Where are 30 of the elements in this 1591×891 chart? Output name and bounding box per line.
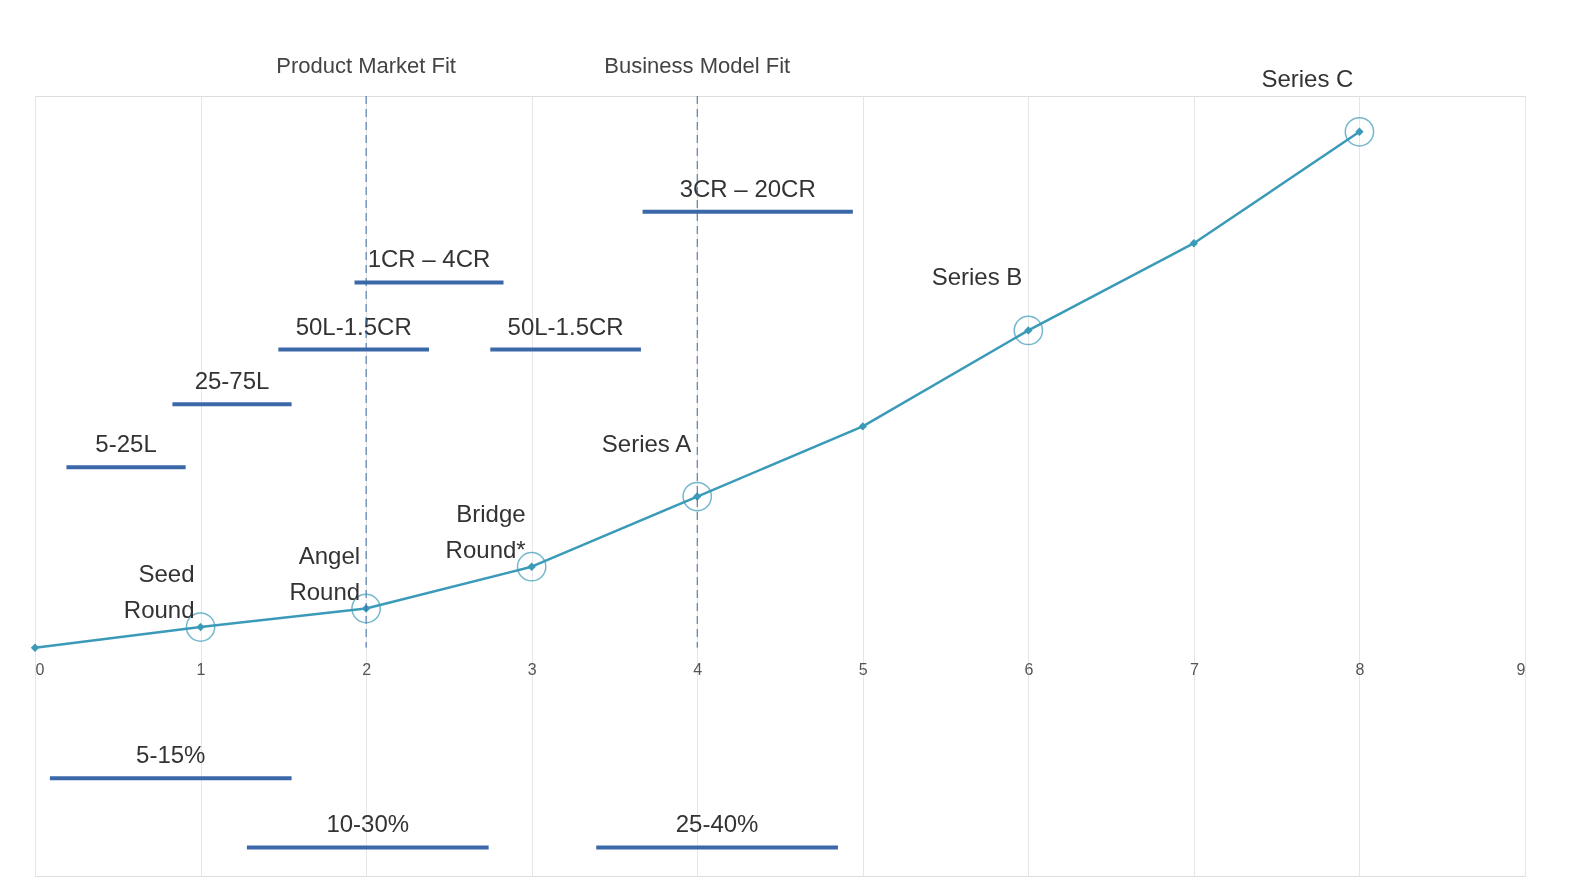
x-tick-label: 3: [527, 661, 537, 679]
series-label: 5-15%: [136, 741, 206, 769]
series-label: 25-40%: [675, 810, 759, 838]
ref-line-label: Business Model Fit: [604, 53, 791, 78]
series-label: 25-75L: [194, 367, 270, 395]
point: [682, 481, 713, 512]
annotation: Series C: [1261, 64, 1354, 92]
series-label: 50L-1.5CR: [295, 312, 412, 340]
annotation: Series B: [931, 263, 1023, 291]
point: [1344, 116, 1375, 147]
annotation: Seed Round: [123, 560, 195, 624]
point: [1013, 315, 1044, 346]
x-tick-label: 4: [693, 661, 703, 679]
x-tick-label: 5: [858, 661, 868, 679]
x-tick-label: 6: [1024, 661, 1034, 679]
annotation: Bridge Round*: [445, 499, 526, 563]
series-label: 1CR – 4CR: [367, 245, 491, 273]
x-tick-label: 1: [196, 661, 206, 679]
series-label: 5-25L: [95, 430, 157, 458]
x-tick-label: 0: [35, 661, 45, 679]
annotation: Angel Round: [289, 541, 361, 605]
x-tick-label: 8: [1355, 661, 1365, 679]
x-tick-label: 2: [362, 661, 372, 679]
x-tick-label: 7: [1189, 661, 1199, 679]
series-label: 10-30%: [326, 810, 410, 838]
series-label: 3CR – 20CR: [679, 174, 816, 202]
series-label: 50L-1.5CR: [507, 312, 624, 340]
ref-line-label: Product Market Fit: [276, 53, 456, 78]
x-tick-label: 9: [1516, 661, 1526, 679]
annotation: Series A: [601, 429, 692, 457]
